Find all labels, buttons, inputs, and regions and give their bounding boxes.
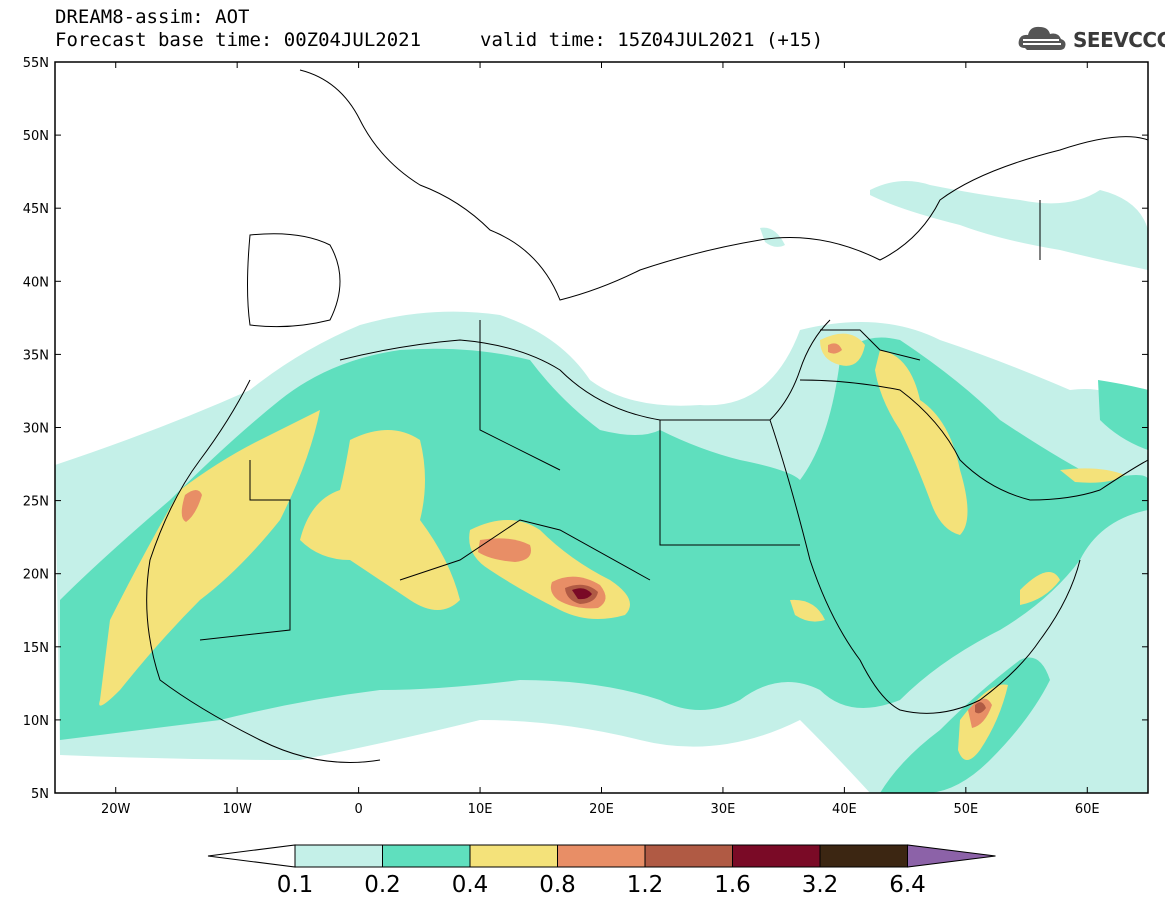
colorbar-label: 1.2 xyxy=(627,872,664,898)
lon-label: 0 xyxy=(354,802,362,817)
colorbar-label: 0.2 xyxy=(364,872,401,898)
longitude-labels: 20W 10W 0 10E 20E 30E 40E 50E 60E xyxy=(101,802,1100,817)
colorbar-cell xyxy=(469,844,558,868)
colorbar-cell xyxy=(644,844,733,868)
colorbar-cell xyxy=(382,844,471,868)
colorbar-label: 0.1 xyxy=(277,872,314,898)
colorbar-label: 1.6 xyxy=(714,872,751,898)
colorbar-cell xyxy=(732,844,821,868)
colorbar-label: 3.2 xyxy=(802,872,839,898)
colorbar-cell xyxy=(557,844,646,868)
lat-label: 40N xyxy=(23,275,49,290)
lon-label: 10E xyxy=(468,802,493,817)
axis-ticks xyxy=(55,61,1148,794)
map-title: DREAM8-assim: AOT xyxy=(55,6,250,28)
lat-label: 15N xyxy=(23,641,49,656)
latitude-labels: 55N 50N 45N 40N 35N 30N 25N 20N 15N 10N 5N xyxy=(23,56,49,802)
lon-label: 60E xyxy=(1075,802,1100,817)
lat-label: 10N xyxy=(23,714,49,729)
colorbar-label: 0.4 xyxy=(452,872,489,898)
lat-label: 30N xyxy=(23,422,49,437)
forecast-base-time: Forecast base time: 00Z04JUL2021 xyxy=(55,29,422,51)
lat-label: 25N xyxy=(23,495,49,510)
colorbar-cells xyxy=(207,844,996,868)
coastlines xyxy=(146,69,1148,763)
lon-label: 50E xyxy=(953,802,978,817)
seevccc-logo: SEEVCCC xyxy=(1017,22,1165,58)
cloud-icon xyxy=(1018,26,1066,50)
lon-label: 40E xyxy=(832,802,857,817)
lat-label: 35N xyxy=(23,348,49,363)
colorbar-label: 6.4 xyxy=(889,872,926,898)
colorbar-cell xyxy=(819,844,908,868)
lon-label: 20E xyxy=(589,802,614,817)
valid-time: valid time: 15Z04JUL2021 (+15) xyxy=(480,29,824,51)
lon-label: 10W xyxy=(222,802,252,817)
lon-label: 30E xyxy=(711,802,736,817)
lat-label: 50N xyxy=(23,129,49,144)
lat-label: 45N xyxy=(23,202,49,217)
logo-text: SEEVCCC xyxy=(1073,28,1165,52)
colorbar-over-arrow xyxy=(907,844,996,868)
lat-label: 55N xyxy=(23,56,49,71)
lat-label: 5N xyxy=(31,787,49,802)
colorbar-labels: 0.1 0.2 0.4 0.8 1.2 1.6 3.2 6.4 xyxy=(277,872,926,898)
aot-fields xyxy=(55,181,1148,793)
lon-label: 20W xyxy=(101,802,131,817)
colorbar-cell xyxy=(294,844,383,868)
colorbar-label: 0.8 xyxy=(539,872,576,898)
colorbar-under-arrow xyxy=(207,844,296,868)
lat-label: 20N xyxy=(23,568,49,583)
